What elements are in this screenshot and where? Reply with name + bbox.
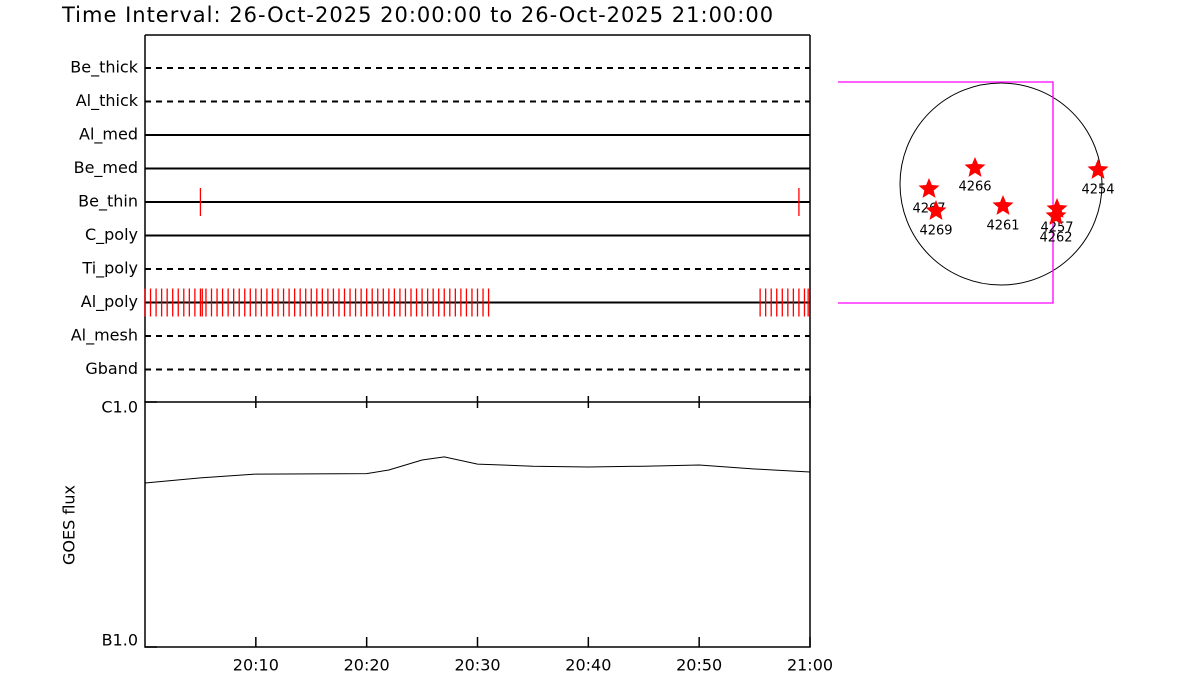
filter-label: Al_mesh [71, 326, 138, 346]
region-marker [964, 157, 986, 177]
fov-box [838, 81, 1054, 304]
y-tick-label: B1.0 [102, 631, 138, 650]
region-label: 4254 [1081, 183, 1114, 198]
region-label: 4266 [958, 180, 991, 195]
chart-title: Time Interval: 26-Oct-2025 20:00:00 to 2… [61, 3, 774, 27]
filter-label: Al_thick [76, 91, 139, 111]
filter-label: C_poly [85, 225, 138, 245]
y-tick-label: C1.0 [101, 398, 138, 417]
goes-curve [144, 456, 811, 484]
region-marker [925, 200, 947, 220]
region-label: 4262 [1039, 231, 1072, 246]
filter-label: Al_poly [81, 292, 138, 312]
filter-label: Ti_poly [81, 259, 138, 279]
x-tick-label: 20:20 [344, 656, 390, 675]
x-tick-label: 21:00 [787, 656, 833, 675]
region-label: 4269 [919, 224, 952, 239]
region-label: 4257 [1040, 221, 1073, 236]
plot-frame [144, 401, 811, 648]
x-tick-label: 20:10 [233, 656, 279, 675]
x-tick-label: 20:40 [565, 656, 611, 675]
region-marker [1045, 205, 1067, 225]
filter-label: Be_med [74, 158, 138, 178]
region-marker [992, 195, 1014, 215]
filter-label: Al_med [79, 125, 138, 145]
filter-label: Be_thick [70, 58, 138, 78]
filter-label: Gband [85, 359, 138, 378]
region-marker [1087, 159, 1109, 179]
filter-label: Be_thin [78, 192, 138, 212]
region-label: 4261 [986, 219, 1019, 234]
x-tick-label: 20:30 [454, 656, 500, 675]
sun-disk [899, 82, 1103, 286]
y-axis-label: GOES flux [60, 485, 79, 565]
x-tick-label: 20:50 [676, 656, 722, 675]
region-marker [918, 178, 940, 198]
